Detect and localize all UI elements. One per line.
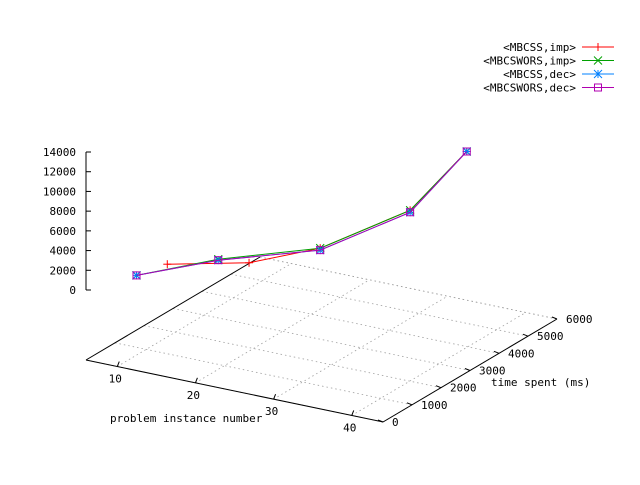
legend-item: <MBCSS,dec>	[503, 68, 614, 81]
z-tick-label: 10000	[43, 185, 76, 198]
y-axis-left-line	[85, 256, 261, 361]
x-tick-label: 30	[265, 405, 278, 418]
z-tick-label: 2000	[50, 264, 77, 277]
series-1	[132, 147, 472, 280]
x-tick-label: 10	[109, 373, 122, 386]
data-point	[593, 56, 603, 65]
y-tick-label: 5000	[537, 330, 564, 343]
grid-line-y	[172, 308, 471, 371]
series-line	[136, 151, 468, 276]
y-tick	[406, 402, 413, 406]
z-tick-label: 6000	[50, 225, 77, 238]
series-line	[136, 151, 468, 276]
grid-line-y	[143, 325, 442, 389]
x-tick	[116, 361, 120, 367]
data-point	[594, 43, 602, 51]
data-point	[406, 208, 415, 217]
legend-label: <MBCSS,imp>	[503, 41, 576, 54]
y-tick-label: 4000	[508, 347, 535, 360]
series-layer	[132, 147, 472, 280]
y-tick-label: 6000	[566, 313, 593, 326]
x-tick	[194, 377, 198, 384]
y-tick-label: 0	[392, 416, 399, 429]
x-tick	[351, 410, 355, 416]
data-point	[462, 147, 471, 156]
legend: <MBCSS,imp><MBCSWORS,imp><MBCSS,dec><MBC…	[483, 41, 614, 95]
marker-box	[132, 271, 141, 280]
y-tick-label: 3000	[479, 365, 506, 378]
marker-stroke	[593, 56, 603, 65]
x-tick	[273, 393, 277, 400]
marker-box	[316, 246, 325, 255]
y-tick	[464, 368, 471, 371]
y-tick	[522, 333, 529, 337]
grid-line-y	[201, 290, 500, 354]
grid-line-y	[114, 342, 413, 406]
legend-label: <MBCSWORS,imp>	[483, 55, 576, 68]
x-tick-label: 20	[187, 389, 200, 402]
axis-layer	[85, 152, 558, 423]
z-tick-label: 4000	[50, 245, 77, 258]
y-tick	[435, 385, 442, 389]
x-axis-label: problem instance number	[110, 412, 263, 425]
legend-item: <MBCSWORS,imp>	[483, 55, 614, 68]
marker-box	[406, 208, 415, 217]
grid-line-y	[230, 273, 529, 337]
y-tick	[493, 350, 500, 354]
data-point	[132, 271, 141, 280]
legend-item: <MBCSWORS,dec>	[483, 82, 614, 95]
z-tick-label: 8000	[50, 205, 77, 218]
data-point	[594, 83, 602, 92]
series-line	[136, 151, 468, 276]
marker-box	[594, 83, 602, 92]
data-point	[163, 260, 172, 269]
x-axis-line	[85, 359, 384, 423]
series-2	[132, 147, 472, 280]
data-point	[316, 246, 325, 255]
z-tick-label: 12000	[43, 166, 76, 179]
data-point	[593, 69, 603, 79]
marker-stroke	[593, 69, 603, 79]
legend-label: <MBCSWORS,dec>	[483, 82, 576, 95]
y-tick-label: 2000	[450, 382, 477, 395]
grid-line-back	[259, 256, 558, 320]
data-point	[214, 256, 223, 265]
grid-layer	[85, 256, 558, 423]
marker-box	[214, 256, 223, 265]
y-axis-label: time spent (ms)	[491, 376, 590, 389]
x-tick-label: 40	[343, 421, 356, 434]
data-point	[245, 258, 254, 267]
marker-box	[462, 147, 471, 156]
z-tick-label: 14000	[43, 146, 76, 159]
legend-item: <MBCSS,imp>	[503, 41, 614, 54]
legend-label: <MBCSS,dec>	[503, 68, 576, 81]
series-3	[132, 147, 471, 280]
y-tick	[377, 419, 384, 423]
tick-layer: 0200040006000800010000120001400010203040…	[43, 146, 593, 434]
z-tick-label: 0	[69, 284, 76, 297]
y-tick-label: 1000	[421, 399, 448, 412]
y-tick	[551, 316, 558, 320]
